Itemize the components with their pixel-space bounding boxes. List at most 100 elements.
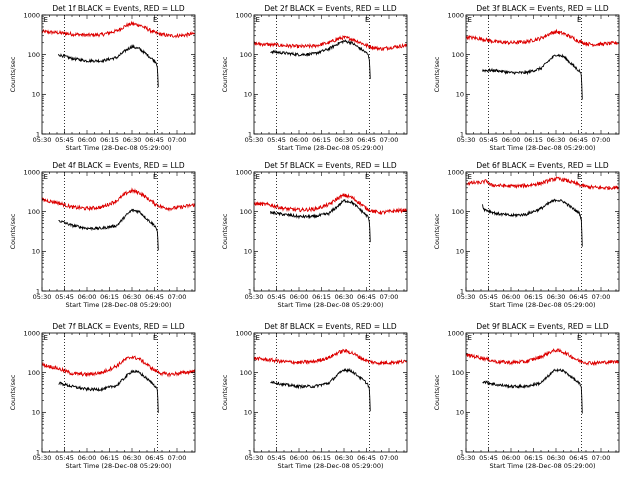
y-tick-label: 100 <box>28 208 40 216</box>
marker-label: E <box>365 173 369 181</box>
y-tick-label: 100 <box>240 369 252 377</box>
y-tick-label: 1000 <box>23 168 40 176</box>
x-tick-label: 05:45 <box>55 293 74 301</box>
x-tick-label: 05:30 <box>457 136 476 144</box>
marker-label: E <box>577 334 581 342</box>
lld-trace <box>42 20 195 39</box>
plot-frame <box>253 171 408 292</box>
x-tick-label: 06:30 <box>547 293 566 301</box>
marker-label: E <box>577 16 581 24</box>
x-tick-label: 05:45 <box>55 136 74 144</box>
lld-trace <box>42 355 195 378</box>
panel-title: Det 8f BLACK = Events, RED = LLD <box>264 322 397 331</box>
marker-label: E <box>365 334 369 342</box>
x-tick-label: 06:45 <box>569 293 588 301</box>
panel-det-8: Det 8f BLACK = Events, RED = LLD E E 1 10 100… <box>221 322 408 470</box>
x-tick-label: 06:00 <box>502 136 521 144</box>
marker-label: E <box>153 173 157 181</box>
y-tick-label: 1 <box>460 130 464 138</box>
panel-det-9: Det 9f BLACK = Events, RED = LLD E E 1 10 100… <box>433 322 620 470</box>
y-tick-label: 10 <box>456 91 464 99</box>
y-tick-label: 10 <box>456 409 464 417</box>
x-tick-label: 05:45 <box>267 293 286 301</box>
plot-frame <box>41 14 196 135</box>
x-axis-label: Start Time (28-Dec-08 05:29:00) <box>277 462 383 470</box>
y-tick-label: 100 <box>240 51 252 59</box>
marker-label: E <box>468 173 472 181</box>
x-axis-label: Start Time (28-Dec-08 05:29:00) <box>489 144 595 152</box>
y-tick-label: 1000 <box>447 168 464 176</box>
y-tick-label: 10 <box>244 91 252 99</box>
lld-trace <box>466 28 619 48</box>
panel-title: Det 1f BLACK = Events, RED = LLD <box>52 4 185 13</box>
x-tick-label: 06:30 <box>123 136 142 144</box>
y-tick-label: 10 <box>32 91 40 99</box>
y-tick-label: 1 <box>36 287 40 295</box>
plot-frame <box>253 332 408 453</box>
marker-label: E <box>365 16 369 24</box>
x-tick-label: 06:30 <box>547 136 566 144</box>
x-tick-label: 07:00 <box>168 293 187 301</box>
x-tick-label: 05:45 <box>479 293 498 301</box>
y-tick-label: 1000 <box>23 11 40 19</box>
panel-title: Det 2f BLACK = Events, RED = LLD <box>264 4 397 13</box>
events-trace <box>270 39 371 79</box>
events-trace <box>482 367 583 414</box>
marker-label: E <box>468 334 472 342</box>
x-tick-label: 05:45 <box>55 454 74 462</box>
y-tick-label: 10 <box>244 248 252 256</box>
x-tick-label: 06:45 <box>145 454 164 462</box>
x-tick-label: 06:00 <box>502 454 521 462</box>
panel-title: Det 6f BLACK = Events, RED = LLD <box>476 161 609 170</box>
events-trace <box>58 369 159 413</box>
x-tick-label: 05:30 <box>457 454 476 462</box>
x-tick-label: 05:45 <box>479 454 498 462</box>
lld-trace <box>254 192 407 216</box>
plot-frame <box>465 332 620 453</box>
y-tick-label: 100 <box>452 208 464 216</box>
lld-trace <box>42 187 195 212</box>
y-tick-label: 1 <box>248 448 252 456</box>
x-tick-label: 05:30 <box>245 454 264 462</box>
x-tick-label: 06:00 <box>78 293 97 301</box>
y-tick-label: 100 <box>452 51 464 59</box>
x-tick-label: 06:00 <box>78 454 97 462</box>
x-tick-label: 06:15 <box>312 293 331 301</box>
marker-label: E <box>256 173 260 181</box>
x-axis-label: Start Time (28-Dec-08 05:29:00) <box>277 144 383 152</box>
y-axis-label: Counts/sec <box>221 56 229 92</box>
x-tick-label: 06:00 <box>502 293 521 301</box>
y-tick-label: 1000 <box>235 168 252 176</box>
plot-frame <box>41 171 196 292</box>
x-tick-label: 06:15 <box>100 136 119 144</box>
x-tick-label: 06:30 <box>123 454 142 462</box>
y-axis-label: Counts/sec <box>221 213 229 249</box>
y-tick-label: 100 <box>452 369 464 377</box>
panel-title: Det 9f BLACK = Events, RED = LLD <box>476 322 609 331</box>
lld-trace <box>254 348 407 366</box>
x-tick-label: 06:15 <box>100 293 119 301</box>
x-tick-label: 05:30 <box>33 136 52 144</box>
marker-label: E <box>256 334 260 342</box>
x-axis-label: Start Time (28-Dec-08 05:29:00) <box>65 301 171 309</box>
panel-det-6: Det 6f BLACK = Events, RED = LLD E E 1 10 100… <box>433 161 620 309</box>
y-tick-label: 1000 <box>23 329 40 337</box>
x-tick-label: 06:00 <box>290 454 309 462</box>
x-tick-label: 07:00 <box>168 454 187 462</box>
x-axis-label: Start Time (28-Dec-08 05:29:00) <box>489 462 595 470</box>
x-tick-label: 07:00 <box>380 454 399 462</box>
x-tick-label: 06:00 <box>290 136 309 144</box>
y-tick-label: 1000 <box>447 329 464 337</box>
x-tick-label: 05:45 <box>267 136 286 144</box>
x-tick-label: 07:00 <box>592 136 611 144</box>
x-tick-label: 07:00 <box>380 136 399 144</box>
events-trace <box>58 44 159 88</box>
x-tick-label: 07:00 <box>592 454 611 462</box>
x-tick-label: 07:00 <box>380 293 399 301</box>
x-tick-label: 05:45 <box>479 136 498 144</box>
plot-frame <box>41 332 196 453</box>
y-tick-label: 10 <box>244 409 252 417</box>
marker-label: E <box>44 173 48 181</box>
